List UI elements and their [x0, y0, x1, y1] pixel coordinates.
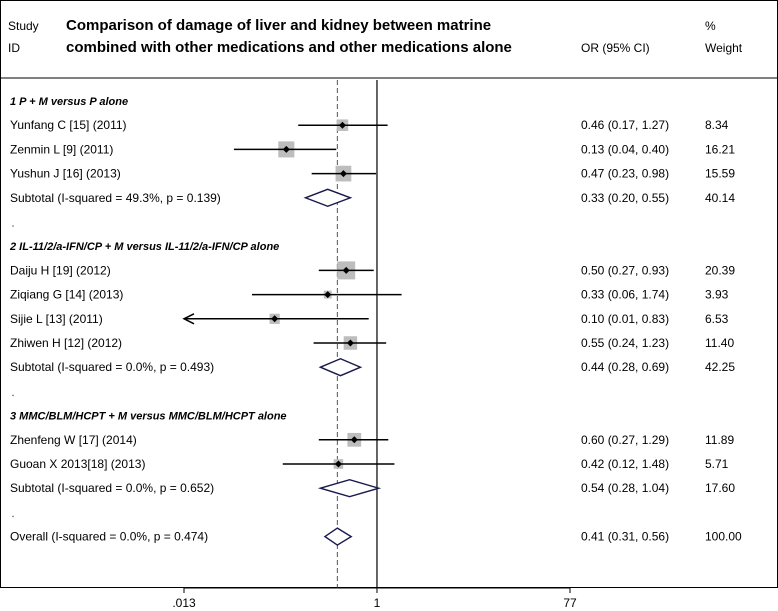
forest-rows: 1 P + M versus P alone Yunfang C [15] (20…	[9, 80, 742, 588]
study-or-ci: 0.33 (0.06, 1.74)	[581, 288, 669, 302]
study-point-estimate	[324, 291, 332, 299]
study-or-ci: 0.42 (0.12, 1.48)	[581, 457, 669, 471]
x-tick-label: .013	[172, 596, 196, 610]
study-point-estimate	[338, 121, 346, 129]
overall-weight: 100.00	[705, 530, 742, 544]
header-study-label: Study	[8, 19, 39, 33]
study-or-ci: 0.50 (0.27, 0.93)	[581, 263, 669, 277]
overall-or-ci: 0.41 (0.31, 0.56)	[581, 530, 669, 544]
x-axis: .013 1 77	[172, 587, 577, 610]
subtotal-weight: 40.14	[705, 191, 735, 205]
subtotal-or-ci: 0.33 (0.20, 0.55)	[581, 191, 669, 205]
subtotal-weight: 17.60	[705, 481, 735, 495]
study-or-ci: 0.46 (0.17, 1.27)	[581, 118, 669, 132]
study-point-estimate	[346, 339, 354, 347]
study-weight: 5.71	[705, 457, 729, 471]
study-name: Zhiwen H [12] (2012)	[10, 336, 122, 350]
study-name: Daiju H [19] (2012)	[10, 263, 111, 277]
group-label: 1 P + M versus P alone	[10, 96, 128, 108]
ci-truncation-arrow	[182, 313, 195, 325]
study-point-estimate	[334, 460, 342, 468]
subtotal-label: Subtotal (I-squared = 0.0%, p = 0.493)	[10, 360, 214, 374]
study-weight: 3.93	[705, 288, 729, 302]
header-or-label: OR (95% CI)	[581, 41, 650, 55]
subtotal-diamond	[303, 188, 353, 208]
study-or-ci: 0.60 (0.27, 1.29)	[581, 433, 669, 447]
subtotal-or-ci: 0.54 (0.28, 1.04)	[581, 481, 669, 495]
header-weight-label: Weight	[705, 41, 743, 55]
row-spacer-dot	[12, 225, 14, 227]
subtotal-label: Subtotal (I-squared = 49.3%, p = 0.139)	[10, 191, 221, 205]
study-weight: 8.34	[705, 118, 729, 132]
study-or-ci: 0.10 (0.01, 0.83)	[581, 312, 669, 326]
subtotal-or-ci: 0.44 (0.28, 0.69)	[581, 360, 669, 374]
study-weight: 6.53	[705, 312, 729, 326]
study-name: Guoan X 2013[18] (2013)	[10, 457, 145, 471]
row-spacer-dot	[12, 394, 14, 397]
overall-label: Overall (I-squared = 0.0%, p = 0.474)	[10, 530, 208, 544]
study-name: Yushun J [16] (2013)	[10, 167, 121, 181]
study-point-estimate	[282, 145, 290, 153]
study-or-ci: 0.47 (0.23, 0.98)	[581, 167, 669, 181]
study-point-estimate	[350, 436, 358, 444]
group-label: 3 MMC/BLM/HCPT + M versus MMC/BLM/HCPT a…	[10, 411, 287, 423]
x-tick-label: 77	[563, 596, 577, 610]
subtotal-diamond	[317, 478, 382, 498]
header-weight-percent: %	[705, 19, 716, 33]
row-spacer-dot	[12, 515, 14, 518]
study-name: Zhenfeng W [17] (2014)	[10, 433, 137, 447]
study-name: Zenmin L [9] (2011)	[10, 142, 113, 156]
study-weight: 15.59	[705, 167, 735, 181]
subtotal-diamond	[318, 357, 363, 377]
study-name: Ziqiang G [14] (2013)	[10, 288, 123, 302]
study-name: Yunfang C [15] (2011)	[10, 118, 127, 132]
subtotal-label: Subtotal (I-squared = 0.0%, p = 0.652)	[10, 481, 214, 495]
chart-title-line2: combined with other medications and othe…	[66, 39, 512, 56]
study-weight: 20.39	[705, 263, 735, 277]
group-label: 2 IL-11/2/a-IFN/CP + M versus IL-11/2/a-…	[9, 241, 279, 253]
study-name: Sijie L [13] (2011)	[10, 312, 103, 326]
study-weight: 16.21	[705, 142, 735, 156]
study-point-estimate	[339, 170, 347, 178]
study-or-ci: 0.13 (0.04, 0.40)	[581, 142, 669, 156]
study-weight: 11.89	[705, 433, 734, 447]
header-id-label: ID	[8, 41, 20, 55]
chart-title-line1: Comparison of damage of liver and kidney…	[66, 17, 491, 34]
study-or-ci: 0.55 (0.24, 1.23)	[581, 336, 669, 350]
study-point-estimate	[342, 266, 350, 274]
subtotal-weight: 42.25	[705, 360, 735, 374]
study-weight: 11.40	[705, 336, 734, 350]
x-tick-label: 1	[374, 596, 381, 610]
study-point-estimate	[271, 315, 279, 323]
overall-diamond	[323, 527, 353, 546]
